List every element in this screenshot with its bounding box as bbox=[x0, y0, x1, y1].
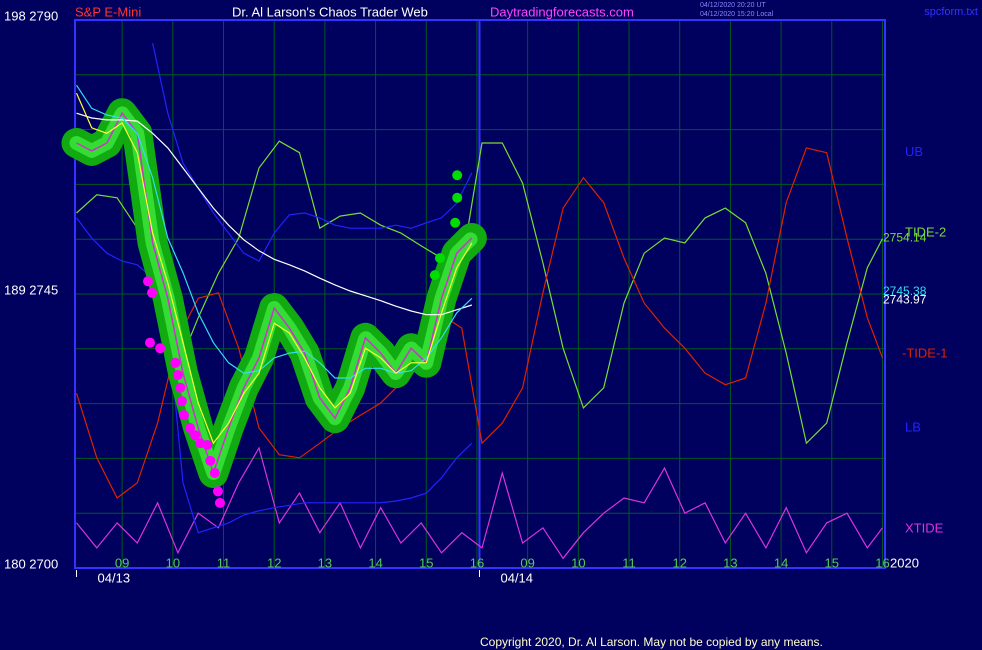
x-tick-label: 16 bbox=[875, 555, 889, 570]
dot bbox=[145, 337, 156, 348]
dot bbox=[202, 440, 213, 451]
end-value: 2743.97 bbox=[883, 292, 927, 306]
series-line bbox=[76, 112, 473, 316]
dot bbox=[434, 253, 445, 264]
dot bbox=[185, 422, 196, 433]
dot bbox=[178, 410, 189, 421]
copyright: Copyright 2020, Dr. Al Larson. May not b… bbox=[480, 635, 823, 649]
series-line bbox=[76, 140, 884, 445]
dot bbox=[147, 287, 158, 298]
dot bbox=[205, 455, 216, 466]
x-tick-label: 09 bbox=[115, 555, 129, 570]
timestamp: 04/12/2020 20:20 UT bbox=[700, 2, 766, 9]
series-label: XTIDE bbox=[905, 520, 944, 535]
x-tick-label: 13 bbox=[318, 555, 332, 570]
x-tick-label: 14 bbox=[774, 555, 788, 570]
dot bbox=[450, 217, 461, 228]
dot bbox=[212, 486, 223, 497]
dot bbox=[452, 192, 463, 203]
date-label: 04/13 bbox=[98, 570, 131, 585]
dot bbox=[190, 430, 201, 441]
x-tick-label: 15 bbox=[825, 555, 839, 570]
x-tick-label: 12 bbox=[267, 555, 281, 570]
end-value: 2745.38 bbox=[883, 284, 927, 298]
series-line bbox=[76, 217, 473, 534]
x-tick-label: 10 bbox=[571, 555, 585, 570]
date-label: 04/14 bbox=[500, 570, 533, 585]
x-tick-label: 10 bbox=[166, 555, 180, 570]
y-tick-label: 180 2700 bbox=[4, 556, 58, 571]
instrument: S&P E-Mini bbox=[75, 4, 141, 19]
dot bbox=[175, 382, 186, 393]
end-value: 2754.14 bbox=[883, 231, 927, 245]
site: Daytradingforecasts.com bbox=[490, 4, 634, 19]
series-line bbox=[75, 147, 884, 499]
x-tick-label: 15 bbox=[419, 555, 433, 570]
x-tick-label: 16 bbox=[470, 555, 484, 570]
series-line bbox=[75, 92, 473, 445]
y-tick-label: 189 2745 bbox=[4, 282, 58, 297]
dot bbox=[155, 343, 166, 354]
series-line bbox=[152, 42, 473, 262]
series-label: LB bbox=[905, 419, 921, 434]
x-tick-label: 11 bbox=[217, 555, 231, 570]
file-name: spcform.txt bbox=[924, 6, 978, 18]
dot bbox=[214, 497, 225, 508]
price-line bbox=[76, 111, 473, 476]
year-label: 2020 bbox=[890, 555, 919, 570]
dot bbox=[142, 276, 153, 287]
dot bbox=[170, 357, 181, 368]
x-tick-label: 11 bbox=[622, 555, 636, 570]
series-line bbox=[76, 446, 883, 560]
timestamp: 04/12/2020 15:20 Local bbox=[700, 11, 774, 18]
dot bbox=[429, 270, 440, 281]
x-tick-label: 13 bbox=[723, 555, 737, 570]
dot bbox=[452, 170, 463, 181]
y-tick-label: 198 2790 bbox=[4, 8, 58, 23]
dot bbox=[209, 468, 220, 479]
series-label: -TIDE-1 bbox=[902, 346, 948, 361]
x-tick-label: 12 bbox=[672, 555, 686, 570]
series-label: TIDE-2 bbox=[905, 225, 946, 240]
x-tick-label: 09 bbox=[520, 555, 534, 570]
series-label: UB bbox=[905, 144, 923, 159]
chart-title: Dr. Al Larson's Chaos Trader Web bbox=[232, 4, 428, 19]
series-line bbox=[75, 84, 473, 379]
x-tick-label: 14 bbox=[368, 555, 382, 570]
dot bbox=[172, 369, 183, 380]
dot bbox=[176, 396, 187, 407]
